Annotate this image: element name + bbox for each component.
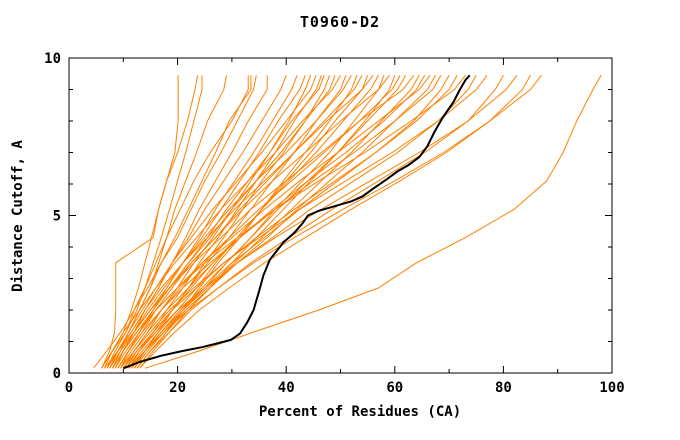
x-tick-label: 20 (169, 380, 186, 396)
y-tick-label: 10 (44, 51, 61, 67)
y-tick-label: 0 (53, 366, 61, 382)
x-tick-label: 40 (278, 380, 295, 396)
y-tick-label: 5 (53, 209, 61, 225)
model-curve (101, 75, 257, 369)
model-curve (106, 74, 374, 369)
highlighted-model-curve (122, 74, 471, 370)
model-curve (136, 75, 420, 369)
model-curve (93, 75, 249, 369)
model-curve (114, 75, 268, 369)
model-curve (120, 74, 488, 369)
model-curves-group (93, 74, 602, 369)
x-tick-label: 60 (386, 380, 403, 396)
model-curve (117, 75, 442, 369)
axis-ticks-group (68, 57, 613, 374)
x-tick-label: 100 (599, 380, 624, 396)
x-axis-label: Percent of Residues (CA) (259, 404, 461, 420)
model-curve (109, 75, 317, 369)
model-curve (111, 74, 466, 369)
model-curve (139, 75, 531, 369)
model-curve (101, 75, 179, 369)
model-curve (109, 74, 415, 369)
model-curve (125, 75, 458, 369)
model-curve (122, 74, 518, 369)
model-curve (128, 74, 542, 369)
x-tick-label: 0 (65, 380, 73, 396)
model-curve (133, 75, 450, 369)
model-curve (114, 74, 431, 369)
axis-tick-labels-group: 0 20 40 60 80 100 0 5 10 (44, 51, 625, 396)
model-curve (101, 75, 341, 369)
model-curve (136, 75, 504, 369)
model-curve (144, 75, 602, 369)
y-axis-label: Distance Cutoff, A (10, 140, 26, 292)
chart-title: T0960-D2 (300, 13, 380, 31)
highlighted-model-group (122, 74, 471, 370)
x-tick-label: 80 (495, 380, 512, 396)
